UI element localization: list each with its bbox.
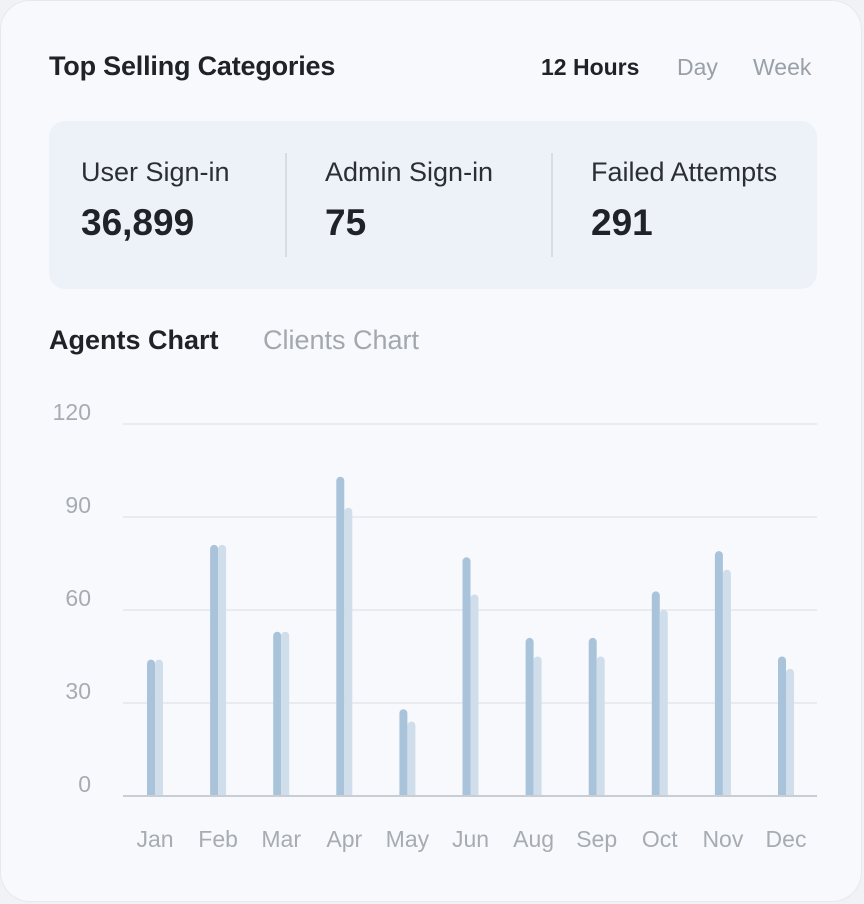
x-tick-label: Dec xyxy=(766,826,807,852)
range-tab-12-hours[interactable]: 12 Hours xyxy=(541,54,640,80)
x-tick-label: Aug xyxy=(513,826,554,852)
bar-aug-series-2[interactable] xyxy=(533,656,542,801)
x-tick-label: Mar xyxy=(261,826,301,852)
bar-apr-series-2[interactable] xyxy=(344,507,353,800)
bar-mar-series-1[interactable] xyxy=(273,631,282,800)
x-tick-label: Feb xyxy=(198,826,238,852)
x-tick-label: Sep xyxy=(576,826,617,852)
card-title: Top Selling Categories xyxy=(49,51,336,81)
stat-value: 75 xyxy=(325,202,367,243)
bar-feb-series-1[interactable] xyxy=(210,544,219,800)
stat-admin-sign-in: Admin Sign-in 75 xyxy=(325,157,493,244)
bar-apr-series-1[interactable] xyxy=(336,476,345,800)
bar-feb-series-2[interactable] xyxy=(218,544,227,800)
x-tick-label: Oct xyxy=(642,826,678,852)
stat-divider xyxy=(285,153,287,257)
bar-nov-series-1[interactable] xyxy=(714,551,723,800)
bar-aug-series-1[interactable] xyxy=(525,637,534,800)
x-tick-label: May xyxy=(386,826,430,852)
y-tick-label: 0 xyxy=(78,771,91,797)
tab-agents-chart[interactable]: Agents Chart xyxy=(49,325,219,355)
tab-clients-chart[interactable]: Clients Chart xyxy=(263,325,420,355)
bar-nov-series-2[interactable] xyxy=(722,569,731,800)
bar-dec-series-2[interactable] xyxy=(786,668,794,800)
x-tick-label: Jan xyxy=(136,826,173,852)
bar-may-series-2[interactable] xyxy=(407,721,416,800)
x-tick-label: Nov xyxy=(702,826,743,852)
y-tick-label: 120 xyxy=(53,399,91,425)
stats-panel: User Sign-in 36,899 Admin Sign-in 75 Fai… xyxy=(49,121,817,289)
bar-oct-series-2[interactable] xyxy=(659,610,668,800)
bar-jun-series-2[interactable] xyxy=(470,594,479,801)
stat-value: 291 xyxy=(591,202,653,243)
stat-label: Admin Sign-in xyxy=(325,157,494,187)
bar-sep-series-2[interactable] xyxy=(596,656,605,801)
stat-user-sign-in: User Sign-in 36,899 xyxy=(81,157,230,244)
y-tick-label: 30 xyxy=(65,678,91,704)
y-tick-label: 60 xyxy=(65,585,91,611)
bar-oct-series-1[interactable] xyxy=(651,591,660,800)
bar-mar-series-2[interactable] xyxy=(281,631,290,800)
range-tab-day[interactable]: Day xyxy=(677,54,718,80)
bar-jun-series-1[interactable] xyxy=(462,557,471,800)
bar-may-series-1[interactable] xyxy=(399,709,408,800)
stat-failed-attempts: Failed Attempts 291 xyxy=(591,157,777,244)
bar-dec-series-1[interactable] xyxy=(778,656,786,801)
bar-jan-series-2[interactable] xyxy=(155,659,163,800)
baseline-mask xyxy=(123,797,817,805)
bar-sep-series-1[interactable] xyxy=(588,637,597,800)
stat-divider xyxy=(551,153,553,257)
x-tick-label: Apr xyxy=(326,826,362,852)
stat-value: 36,899 xyxy=(81,202,195,243)
stat-label: User Sign-in xyxy=(81,157,230,187)
x-tick-label: Jun xyxy=(452,826,489,852)
y-tick-label: 90 xyxy=(65,492,91,518)
range-tab-week[interactable]: Week xyxy=(753,54,812,80)
bar-chart: 0 30 60 90 120 Jan Feb Mar Apr May Jun Aug Sep Oct Nov… xyxy=(53,399,817,852)
stat-label: Failed Attempts xyxy=(591,157,778,187)
bar-jan-series-1[interactable] xyxy=(147,659,155,800)
